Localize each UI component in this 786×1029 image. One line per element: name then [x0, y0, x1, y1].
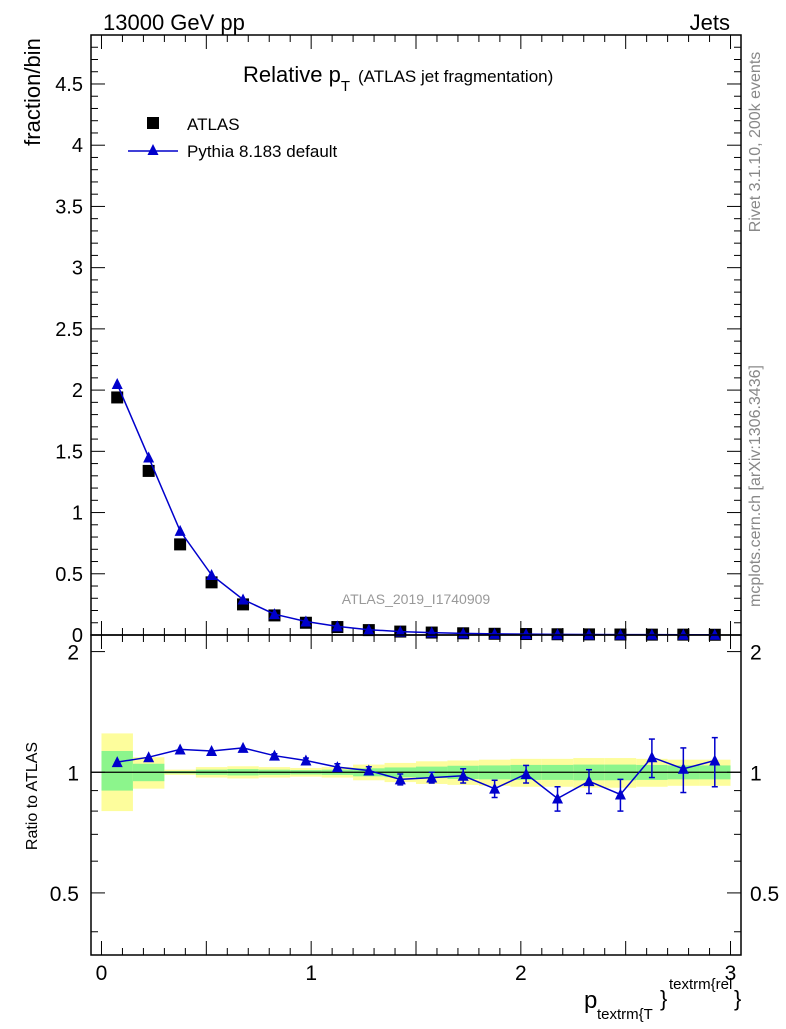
ratio-marker [111, 756, 123, 768]
x-label-brace-close: } [734, 986, 741, 1011]
main-y-axis-label: fraction/bin [20, 38, 45, 146]
x-tick-label: 1 [305, 962, 317, 985]
legend-mc-marker [147, 144, 159, 155]
rivet-label: Rivet 3.1.10, 200k events [747, 52, 764, 233]
main-y-tick-label: 1 [72, 503, 83, 525]
ratio-y-tick-label-right: 0.5 [750, 883, 779, 906]
x-tick-labels: 0 1 2 3 [96, 962, 737, 985]
x-axis-label: p textrm{T } textrm{rel } [584, 976, 741, 1023]
main-y-tick-label: 0.5 [55, 564, 83, 586]
atlas-data-point [142, 464, 155, 477]
x-label-subscript: textrm{T [597, 1006, 653, 1023]
ratio-y-tick-labels-right: 0.5 1 2 [750, 642, 779, 906]
x-label-brace: } [660, 986, 667, 1011]
ratio-marker [709, 754, 721, 766]
atlas-data-point [111, 391, 124, 404]
x-label-main: p [584, 987, 597, 1014]
ratio-marker [426, 771, 438, 783]
source-label: mcplots.cern.ch [arXiv:1306.3436] [747, 365, 764, 607]
pythia-marker [646, 628, 658, 640]
ratio-y-tick-label: 1 [67, 762, 79, 785]
process-label: Jets [690, 10, 730, 35]
ratio-marker [520, 768, 532, 780]
pythia-marker [237, 593, 249, 605]
ratio-marker [489, 782, 501, 794]
pythia-marker [206, 569, 218, 580]
ratio-marker [143, 751, 155, 763]
pythia-marker [331, 620, 343, 632]
title-rest-text: (ATLAS jet fragmentation) [358, 67, 553, 86]
pythia-marker [174, 524, 186, 536]
main-y-tick-labels: 0 0.5 1 1.5 2 2.5 3 3.5 4 4.5 [55, 74, 83, 647]
x-tick-label: 2 [515, 962, 527, 985]
ratio-axis-ticks [91, 635, 741, 955]
ratio-marker [457, 769, 469, 781]
pythia-marker [111, 377, 123, 389]
main-panel: 0 0.5 1 1.5 2 2.5 3 3.5 4 4.5 fraction/bin Relati… [20, 34, 742, 647]
ratio-marker [300, 754, 312, 766]
pythia-marker [143, 451, 155, 463]
legend-data-marker [147, 117, 159, 129]
analysis-label: ATLAS_2019_I1740909 [342, 591, 491, 607]
ratio-marker [614, 788, 626, 800]
pythia-marker [520, 628, 532, 640]
ratio-marker [174, 743, 186, 755]
main-y-tick-label: 3 [72, 258, 83, 280]
main-y-tick-label: 1.5 [55, 441, 83, 463]
ratio-y-tick-label: 0.5 [50, 883, 79, 906]
ratio-y-tick-labels: 0.5 1 2 [50, 642, 79, 906]
pythia-marker [268, 608, 280, 620]
x-label-superscript: textrm{rel [669, 976, 732, 993]
atlas-data-point [174, 538, 187, 551]
main-y-tick-label: 2.5 [55, 319, 83, 341]
main-y-tick-label: 2 [72, 380, 83, 402]
pythia-marker [489, 627, 501, 639]
title-subscript: T [341, 78, 350, 95]
legend: ATLAS Pythia 8.183 default [128, 115, 338, 161]
main-y-tick-label: 0 [72, 625, 83, 647]
ratio-y-axis-label: Ratio to ATLAS [24, 742, 41, 850]
energy-label: 13000 GeV pp [103, 10, 245, 35]
pythia-marker [394, 625, 406, 637]
pythia-marker [363, 623, 375, 635]
pythia-marker [614, 628, 626, 640]
pythia-marker [583, 628, 595, 640]
legend-data-label: ATLAS [187, 115, 240, 134]
ratio-y-tick-label: 2 [67, 642, 79, 665]
legend-mc-label: Pythia 8.183 default [187, 142, 338, 161]
x-tick-label: 0 [96, 962, 108, 985]
main-title: Relative pT (ATLAS jet fragmentation) [243, 62, 553, 95]
ratio-marker [646, 751, 658, 763]
ratio-line [117, 747, 715, 800]
pythia-marker [552, 628, 564, 640]
ratio-marker [677, 762, 689, 774]
ratio-y-tick-label-right: 1 [750, 762, 762, 785]
ratio-marker [268, 749, 280, 761]
main-y-tick-label: 4 [72, 135, 83, 157]
ratio-marker [206, 744, 218, 756]
ratio-marker [552, 792, 564, 804]
ratio-marker [331, 761, 343, 773]
main-y-tick-label: 4.5 [55, 74, 83, 96]
ratio-y-tick-label-right: 2 [750, 642, 762, 665]
ratio-panel: 0.5 1 2 0.5 1 2 0 1 2 3 Ratio to ATLAS p textrm… [24, 634, 779, 1023]
ratio-marker [237, 741, 249, 753]
ratio-marker [583, 775, 595, 787]
ratio-marker [363, 764, 375, 776]
pythia-marker [300, 615, 312, 627]
x-tick-label: 3 [725, 962, 737, 985]
main-y-tick-label: 3.5 [55, 196, 83, 218]
ratio-mc-series [111, 736, 721, 812]
ratio-frame [90, 634, 742, 956]
ratio-marker [394, 773, 406, 785]
title-main-text: Relative p [243, 62, 341, 87]
